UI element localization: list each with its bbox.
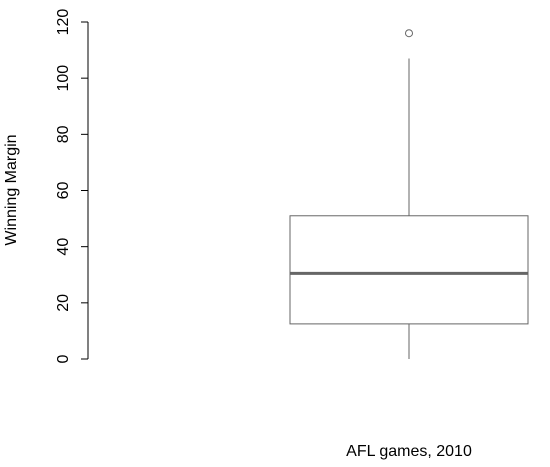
y-axis-label: Winning Margin: [3, 134, 20, 245]
y-tick-label: 120: [55, 9, 72, 36]
y-tick-label: 100: [55, 65, 72, 92]
y-tick-label: 0: [55, 354, 72, 363]
y-tick-label: 60: [55, 182, 72, 200]
outlier: [405, 29, 413, 38]
box: [289, 215, 529, 325]
y-tick-label: 20: [55, 294, 72, 312]
x-axis-label: AFL games, 2010: [346, 443, 472, 460]
y-tick-label: 80: [55, 125, 72, 143]
y-tick-label: 40: [55, 238, 72, 256]
